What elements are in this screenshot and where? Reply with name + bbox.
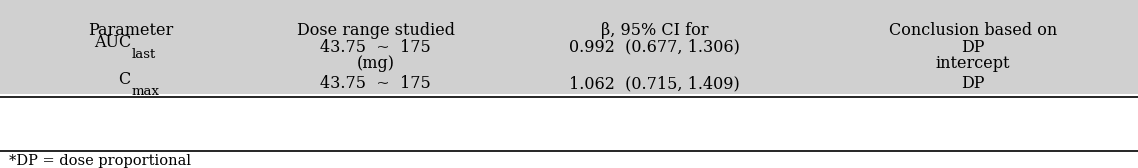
Bar xyxy=(0,0,1138,94)
Text: *DP = dose proportional: *DP = dose proportional xyxy=(9,154,191,168)
Text: Dose range studied: Dose range studied xyxy=(297,22,454,39)
Text: C: C xyxy=(118,71,131,88)
Text: intercept: intercept xyxy=(935,55,1011,72)
Text: β, 95% CI for: β, 95% CI for xyxy=(601,22,708,39)
Text: last: last xyxy=(132,48,156,61)
Text: max: max xyxy=(132,85,160,98)
Text: Conclusion based on: Conclusion based on xyxy=(889,22,1057,39)
Text: DP: DP xyxy=(962,38,984,56)
Text: Parameter: Parameter xyxy=(89,22,173,39)
Text: 43.75  ~  175: 43.75 ~ 175 xyxy=(320,38,431,56)
Text: AUC: AUC xyxy=(93,34,131,51)
Text: (mg): (mg) xyxy=(356,55,395,72)
Text: 43.75  ~  175: 43.75 ~ 175 xyxy=(320,75,431,93)
Text: 1.062  (0.715, 1.409): 1.062 (0.715, 1.409) xyxy=(569,75,740,93)
Text: 0.992  (0.677, 1.306): 0.992 (0.677, 1.306) xyxy=(569,38,740,56)
Text: DP: DP xyxy=(962,75,984,93)
